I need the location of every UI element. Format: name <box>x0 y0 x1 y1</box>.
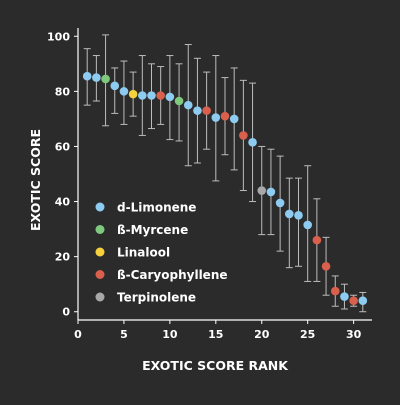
legend-marker <box>95 202 105 212</box>
y-axis-title: EXOTIC SCORE <box>28 129 43 231</box>
legend-label: Linalool <box>117 246 170 260</box>
data-point <box>248 138 257 147</box>
data-point <box>321 261 331 271</box>
data-point <box>211 113 221 122</box>
data-point <box>92 73 101 82</box>
y-tick-label: 0 <box>62 306 70 319</box>
data-point <box>202 106 211 115</box>
data-point <box>275 198 285 208</box>
data-point <box>220 111 230 121</box>
data-point <box>340 292 349 301</box>
y-tick-label: 80 <box>55 85 71 98</box>
legend-marker <box>95 292 105 302</box>
y-tick-label: 60 <box>55 140 71 153</box>
axes-frame <box>74 28 372 324</box>
legend-marker <box>95 270 105 279</box>
legend: d-Limonene ß-Myrcene Linalool ß-Caryophylle… <box>95 201 228 305</box>
x-tick-label: 30 <box>346 328 362 341</box>
data-point <box>349 296 358 306</box>
legend-label: ß-Myrcene <box>117 223 188 237</box>
data-point <box>312 235 322 245</box>
y-tick-label: 20 <box>55 251 71 264</box>
data-point <box>147 91 156 100</box>
data-point <box>257 186 267 195</box>
data-point <box>285 209 294 219</box>
y-tick-label: 100 <box>47 30 70 43</box>
data-point <box>165 92 175 102</box>
x-axis-title: EXOTIC SCORE RANK <box>142 358 289 373</box>
legend-label: Terpinolene <box>117 291 196 305</box>
data-point <box>101 74 110 84</box>
x-tick-label: 20 <box>254 328 270 341</box>
data-point <box>266 187 276 197</box>
data-point <box>156 91 165 100</box>
data-point <box>183 100 193 110</box>
data-point <box>138 91 147 100</box>
data-point <box>119 87 129 96</box>
data-point <box>358 296 368 306</box>
x-tick-label: 5 <box>120 328 128 341</box>
x-tick-label: 15 <box>208 328 223 341</box>
data-point <box>294 211 303 220</box>
data-point <box>174 96 184 106</box>
tick-labels: 0 5 10 15 20 25 30 0 20 40 60 80 100 <box>47 30 362 341</box>
data-point <box>229 114 239 124</box>
y-tick-label: 40 <box>55 196 71 209</box>
legend-label: d-Limonene <box>117 201 196 215</box>
data-point <box>330 286 340 296</box>
data-point <box>82 71 92 81</box>
legend-label: ß-Caryophyllene <box>117 268 228 282</box>
legend-marker <box>95 225 105 234</box>
data-points <box>82 71 368 306</box>
x-tick-label: 0 <box>74 328 82 341</box>
x-tick-label: 10 <box>162 328 178 341</box>
data-point <box>193 106 202 115</box>
data-point <box>239 131 248 140</box>
data-point <box>110 81 120 91</box>
legend-marker <box>95 247 105 257</box>
data-point <box>128 89 138 99</box>
data-point <box>303 220 312 230</box>
x-tick-label: 25 <box>300 328 315 341</box>
